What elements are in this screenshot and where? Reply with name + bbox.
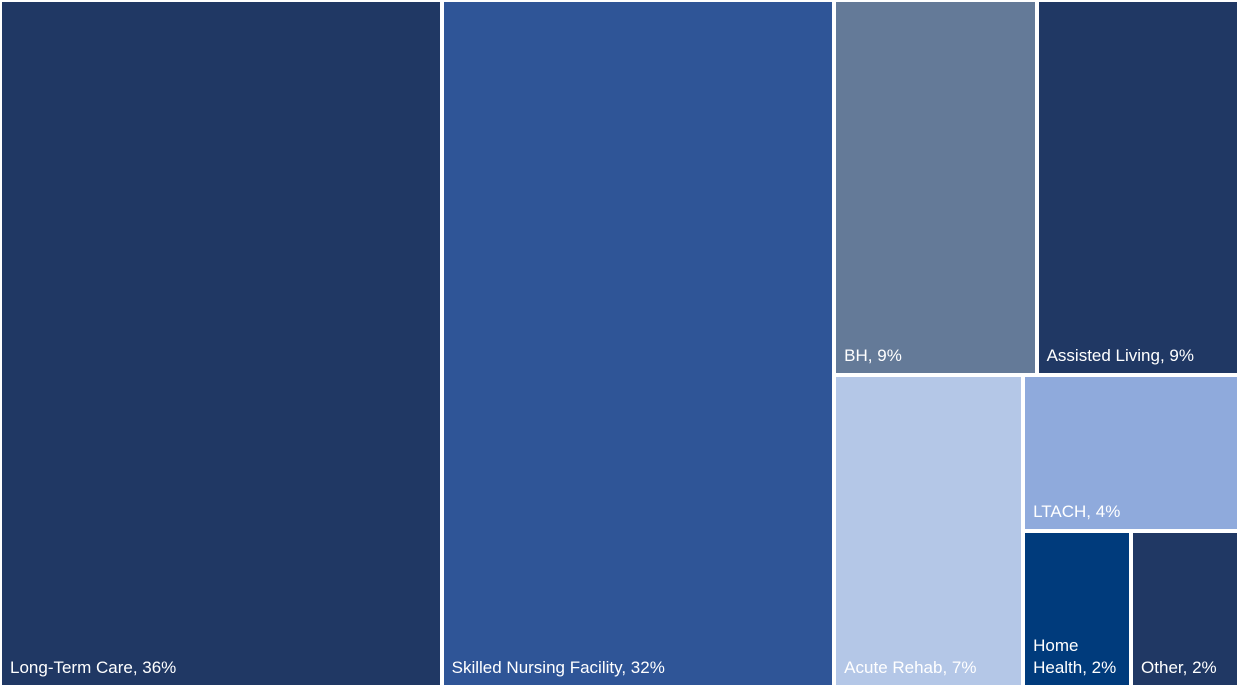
tile: Acute Rehab, 7% [834,374,1024,687]
tile-label: Assisted Living, 9% [1046,345,1194,365]
tile-label: Other, 2% [1141,657,1217,677]
tile-label: Long-Term Care, 36% [10,658,177,677]
tile: LTACH, 4% [1023,374,1239,531]
tile: Long-Term Care, 36% [0,0,442,687]
tile: Other, 2% [1131,530,1239,687]
tile-label: Acute Rehab, 7% [844,657,977,677]
tile: Skilled Nursing Facility, 32% [441,0,835,687]
tile-label: Skilled Nursing Facility, 32% [451,658,665,677]
tile: BH, 9% [834,0,1037,375]
tile: Home Health, 2% [1023,530,1132,687]
tile-label: BH, 9% [844,345,902,365]
tile: Assisted Living, 9% [1036,0,1239,375]
tile-label: Home Health, 2% [1033,635,1117,677]
tile-label: LTACH, 4% [1033,501,1121,521]
